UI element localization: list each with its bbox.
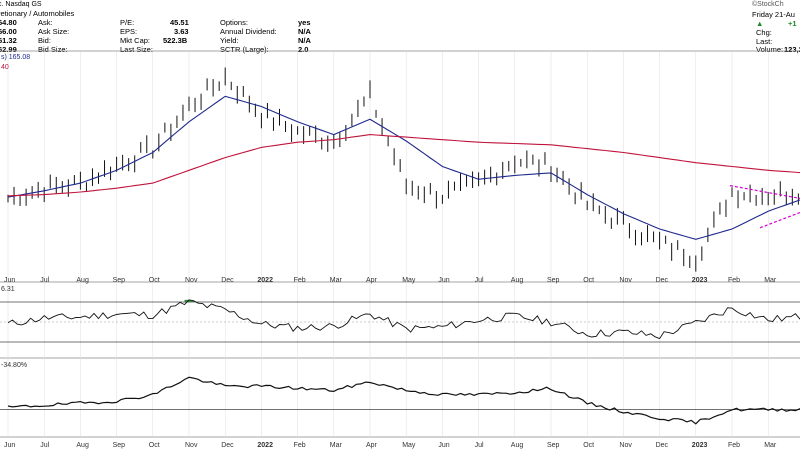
sctr-label: SCTR (Large):: [220, 45, 269, 54]
x-label-top-sep: Sep: [113, 277, 126, 284]
x-label-top-mar: Mar: [330, 277, 343, 284]
x-label-bottom-feb: Feb: [728, 442, 740, 449]
dividend-value: N/A: [298, 27, 311, 36]
rs-legend-text: -34.80%: [1, 362, 27, 369]
mkt-cap-label: Mkt Cap:: [120, 36, 151, 45]
yield-label: Yield:: [220, 36, 239, 45]
last-label: Last:: [756, 37, 773, 46]
last-size-label: Last Size:: [120, 45, 153, 54]
rs-line: [7, 376, 800, 425]
change-value: +1: [788, 19, 797, 28]
header-left-val-3: 62.99: [0, 45, 17, 54]
x-label-bottom-nov: Nov: [619, 442, 632, 449]
bid-label: Bid:: [38, 36, 51, 45]
x-label-bottom-sep: Sep: [113, 442, 126, 449]
x-label-top-apr: Apr: [366, 277, 378, 284]
upper-trendline: [729, 185, 800, 199]
grid-lines: [7, 52, 769, 437]
x-label-top-jun: Jun: [4, 277, 15, 284]
x-label-bottom-feb: Feb: [294, 442, 306, 449]
dividend-label: Annual Dividend:: [220, 27, 277, 36]
x-label-bottom-aug: Aug: [76, 442, 89, 449]
pe-value: 45.51: [170, 18, 189, 27]
exchange-line: c. Nasdaq GS: [0, 1, 42, 8]
mkt-cap-value: 522.3B: [163, 36, 188, 45]
bid-size-label: Bid Size:: [38, 45, 68, 54]
x-label-bottom-oct: Oct: [149, 442, 160, 449]
rsi-panel: [0, 299, 800, 343]
x-axis-labels-bottom: Jun Jul Aug Sep Oct Nov Dec 2022 Feb Mar Apr May Jun…: [4, 442, 777, 449]
x-label-top-oct: Oct: [149, 277, 160, 284]
x-label-top-nov: Nov: [619, 277, 632, 284]
ask-label: Ask:: [38, 18, 53, 27]
x-label-top-mar: Mar: [764, 277, 777, 284]
x-label-top-aug: Aug: [76, 277, 89, 284]
ma-legend-text: 40: [1, 64, 9, 71]
x-label-top-may: May: [402, 277, 416, 284]
x-label-top-jul: Jul: [40, 277, 49, 284]
header-left-val-2: 61.32: [0, 36, 17, 45]
x-axis-labels-price: Jun Jul Aug Sep Oct Nov Dec 2022 Feb Mar Apr May Jun…: [4, 277, 777, 284]
pe-label: P/E:: [120, 18, 135, 27]
x-label-bottom-apr: Apr: [366, 442, 378, 449]
x-label-top-aug: Aug: [511, 277, 524, 284]
date-label: Friday 21-Au: [752, 10, 795, 19]
ask-size-label: Ask Size:: [38, 27, 70, 36]
price-legend-text: s) 165.08: [1, 54, 30, 61]
x-label-bottom-aug: Aug: [511, 442, 524, 449]
header-left-val-0: 64.80: [0, 18, 17, 27]
ma50-line: [7, 95, 800, 240]
x-label-top-sep: Sep: [547, 277, 560, 284]
x-label-top-dec: Dec: [656, 277, 669, 284]
x-label-bottom-2023: 2023: [692, 442, 708, 449]
volume-label: Volume:: [756, 45, 784, 54]
ma200-line: [7, 134, 800, 197]
x-label-top-2023: 2023: [692, 277, 708, 284]
sctr-value: 2.0: [298, 45, 309, 54]
chg-label: Chg:: [756, 28, 772, 37]
change-up-icon: ▲: [756, 19, 764, 28]
x-label-top-oct: Oct: [583, 277, 594, 284]
yield-value: N/A: [298, 36, 311, 45]
header-left-val-1: 66.00: [0, 27, 17, 36]
x-label-bottom-mar: Mar: [764, 442, 777, 449]
x-label-bottom-jul: Jul: [40, 442, 49, 449]
x-label-bottom-sep: Sep: [547, 442, 560, 449]
x-label-bottom-dec: Dec: [221, 442, 234, 449]
rsi-legend-text: 6.31: [1, 286, 15, 293]
x-label-top-feb: Feb: [728, 277, 740, 284]
rsi-overbought-fill: [189, 300, 195, 302]
lower-trendline: [759, 211, 800, 229]
x-label-top-feb: Feb: [294, 277, 306, 284]
x-label-bottom-2022: 2022: [257, 442, 273, 449]
x-label-top-nov: Nov: [185, 277, 198, 284]
stockcharts-logo: ©StockCh: [752, 1, 784, 8]
x-label-bottom-jun: Jun: [4, 442, 15, 449]
x-label-top-jun: Jun: [438, 277, 449, 284]
x-label-bottom-dec: Dec: [656, 442, 669, 449]
x-label-top-2022: 2022: [257, 277, 273, 284]
x-label-bottom-may: May: [402, 442, 416, 449]
rsi-overbought-fill: [184, 299, 190, 302]
x-label-top-dec: Dec: [221, 277, 234, 284]
eps-value: 3.63: [174, 27, 189, 36]
x-label-bottom-jun: Jun: [438, 442, 449, 449]
eps-label: EPS:: [120, 27, 138, 36]
relative-strength-panel: [0, 376, 800, 425]
volume-value: 123,29: [784, 45, 800, 54]
options-label: Options:: [220, 18, 248, 27]
chart-header: c. Nasdaq GS retionary / Automobiles 64.…: [0, 0, 800, 54]
x-label-bottom-jul: Jul: [475, 442, 484, 449]
rsi-line: [7, 299, 800, 340]
price-panel: [7, 67, 800, 272]
options-value: yes: [298, 18, 311, 27]
x-label-top-jul: Jul: [475, 277, 484, 284]
x-label-bottom-nov: Nov: [185, 442, 198, 449]
x-label-bottom-oct: Oct: [583, 442, 594, 449]
x-label-bottom-mar: Mar: [330, 442, 343, 449]
sector-line: retionary / Automobiles: [0, 9, 75, 18]
